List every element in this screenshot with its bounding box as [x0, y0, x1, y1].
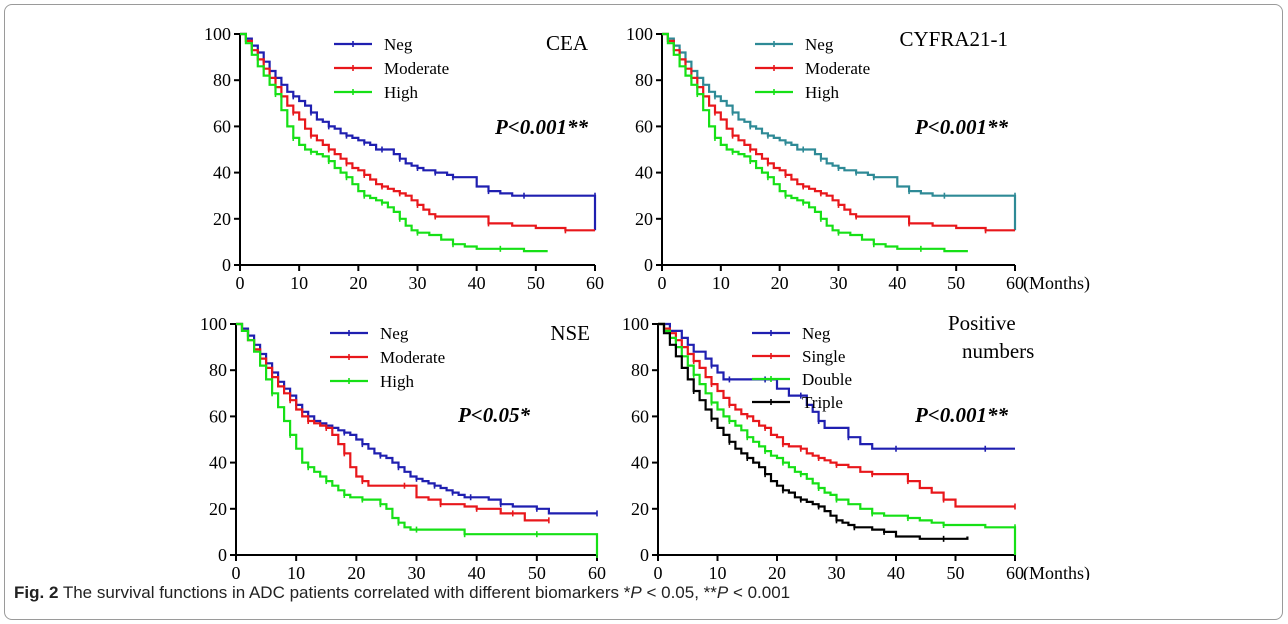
x-tick-label: 10	[287, 563, 305, 580]
series-line-neg	[236, 322, 597, 515]
figure-label: Fig. 2	[14, 583, 59, 602]
x-axis-label: (Months)	[1023, 563, 1090, 580]
x-tick-label: 0	[658, 273, 667, 293]
figure-caption: Fig. 2 The survival functions in ADC pat…	[14, 583, 790, 603]
legend-label: Moderate	[384, 59, 449, 78]
y-tick-label: 40	[635, 163, 653, 183]
x-tick-label: 50	[947, 273, 965, 293]
y-tick-label: 40	[631, 453, 649, 473]
series-line-moderate	[236, 322, 549, 522]
y-tick-label: 100	[622, 314, 649, 334]
y-tick-label: 20	[209, 499, 227, 519]
x-tick-label: 20	[347, 563, 365, 580]
x-tick-label: 10	[290, 273, 308, 293]
caption-threshold-1: < 0.05, **	[641, 583, 717, 602]
p-value-annotation: P<0.001**	[914, 115, 1009, 139]
x-tick-label: 20	[349, 273, 367, 293]
legend-label: Moderate	[805, 59, 870, 78]
x-tick-label: 10	[712, 273, 730, 293]
chart-title-line-2: numbers	[962, 339, 1034, 363]
x-tick-label: 10	[709, 563, 727, 580]
chart-title: NSE	[550, 321, 590, 345]
y-tick-label: 100	[200, 314, 227, 334]
x-tick-label: 40	[468, 273, 486, 293]
series-line-moderate	[662, 32, 1015, 232]
x-tick-label: 0	[236, 273, 245, 293]
chart-title: Positive	[948, 311, 1016, 335]
series-line-moderate	[240, 32, 595, 232]
legend-label: Moderate	[380, 348, 445, 367]
legend-label: Neg	[384, 35, 413, 54]
figure-frame	[4, 4, 1283, 620]
x-tick-label: 60	[1006, 273, 1024, 293]
km-chart-1: 0 20 40 60 80 100 0 10 20 30 40 50 60 CEA P<0.001** Neg…	[204, 24, 604, 293]
caption-threshold-2: < 0.001	[728, 583, 791, 602]
x-axis-label: (Months)	[1023, 273, 1090, 294]
x-tick-label: 50	[947, 563, 965, 580]
caption-text: The survival functions in ADC patients c…	[62, 583, 631, 602]
y-tick-label: 80	[631, 360, 649, 380]
legend-label: High	[805, 83, 840, 102]
legend-label: Single	[802, 347, 845, 366]
x-tick-label: 30	[408, 563, 426, 580]
y-tick-label: 60	[635, 116, 653, 136]
y-tick-label: 0	[222, 255, 231, 275]
legend-label: Neg	[380, 324, 409, 343]
chart-title: CEA	[546, 31, 589, 55]
y-tick-label: 80	[209, 360, 227, 380]
legend-label: Double	[802, 370, 852, 389]
legend-label: High	[384, 83, 419, 102]
y-tick-label: 20	[213, 209, 231, 229]
series-line-single	[658, 322, 1015, 508]
x-tick-label: 0	[232, 563, 241, 580]
x-tick-label: 60	[586, 273, 604, 293]
y-tick-label: 80	[635, 70, 653, 90]
y-tick-label: 0	[644, 255, 653, 275]
series-line-high	[236, 322, 599, 555]
y-tick-label: 20	[631, 499, 649, 519]
series-line-high	[240, 32, 548, 253]
x-tick-label: 50	[527, 273, 545, 293]
y-tick-label: 60	[631, 406, 649, 426]
x-tick-label: 60	[588, 563, 606, 580]
x-tick-label: 20	[771, 273, 789, 293]
y-tick-label: 0	[640, 545, 649, 565]
legend-label: Triple	[802, 393, 843, 412]
caption-p-symbol-2: P	[716, 583, 729, 602]
chart-title: CYFRA21-1	[899, 27, 1008, 51]
x-tick-label: 40	[468, 563, 486, 580]
km-chart-3: 0 20 40 60 80 100 0 10 20 30 40 50 60 NSE P<0.05* Neg Mo…	[200, 314, 606, 580]
x-tick-label: 20	[768, 563, 786, 580]
p-value-annotation: P<0.001**	[494, 115, 589, 139]
series-line-high	[662, 32, 968, 253]
y-tick-label: 40	[209, 453, 227, 473]
caption-p-symbol-1: P	[630, 583, 642, 602]
y-tick-label: 80	[213, 70, 231, 90]
x-tick-label: 40	[887, 563, 905, 580]
y-tick-label: 100	[626, 24, 653, 44]
x-tick-label: 40	[888, 273, 906, 293]
x-tick-label: 30	[828, 563, 846, 580]
x-tick-label: 0	[654, 563, 663, 580]
p-value-annotation: P<0.05*	[457, 403, 531, 427]
legend-label: High	[380, 372, 415, 391]
x-tick-label: 60	[1006, 563, 1024, 580]
legend-label: Neg	[802, 324, 831, 343]
y-tick-label: 60	[209, 406, 227, 426]
y-tick-label: 20	[635, 209, 653, 229]
y-tick-label: 60	[213, 116, 231, 136]
x-tick-label: 30	[409, 273, 427, 293]
series-line-neg	[658, 322, 1015, 450]
x-tick-label: 50	[528, 563, 546, 580]
y-tick-label: 100	[204, 24, 231, 44]
legend-label: Neg	[805, 35, 834, 54]
y-tick-label: 0	[218, 545, 227, 565]
y-tick-label: 40	[213, 163, 231, 183]
series-line-double	[658, 322, 1017, 555]
x-tick-label: 30	[830, 273, 848, 293]
p-value-annotation: P<0.001**	[914, 403, 1009, 427]
